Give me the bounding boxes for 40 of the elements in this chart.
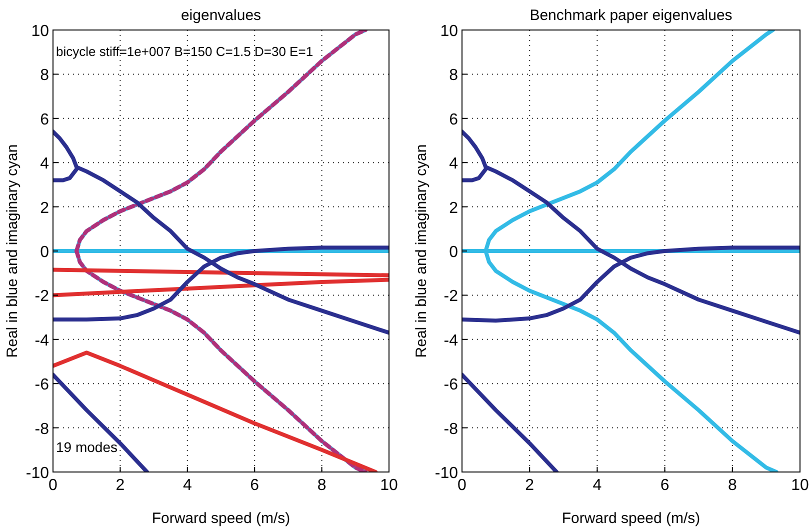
y-tick-label: 2 <box>40 200 50 217</box>
x-axis-title: Forward speed (m/s) <box>562 510 700 527</box>
y-tick-label: 2 <box>449 200 458 217</box>
y-tick-label: -8 <box>444 420 458 438</box>
y-tick-label: -10 <box>26 465 50 482</box>
y-tick-label: 10 <box>31 23 50 40</box>
y-axis-title: Real in blue and imaginary cyan <box>413 144 430 358</box>
x-tick-label: 10 <box>791 477 809 494</box>
x-tick-label: 8 <box>728 477 737 494</box>
x-tick-label: 4 <box>182 477 192 494</box>
y-tick-label: -10 <box>434 465 458 482</box>
x-tick-label: 6 <box>660 477 670 494</box>
x-tick-label: 6 <box>250 477 260 494</box>
y-tick-label: 8 <box>40 67 50 84</box>
y-tick-label: -4 <box>444 332 458 350</box>
y-tick-label: -6 <box>34 376 50 394</box>
y-tick-label: 10 <box>440 23 458 40</box>
y-tick-label: -4 <box>34 332 50 350</box>
chart-title: eigenvalues <box>180 7 262 24</box>
y-tick-label: -2 <box>34 288 50 306</box>
y-tick-label: 0 <box>40 244 50 261</box>
y-tick-label: -8 <box>34 420 50 438</box>
y-axis-title: Real in blue and imaginary cyan <box>4 144 21 358</box>
y-tick-label: 6 <box>40 111 50 128</box>
y-tick-label: -6 <box>444 376 458 394</box>
chart-title: Benchmark paper eigenvalues <box>530 7 732 24</box>
y-tick-label: 4 <box>449 156 458 173</box>
x-tick-label: 10 <box>380 477 398 494</box>
annotation: bicycle stiff=1e+007 B=150 C=1.5 D=30 E=1 <box>56 44 314 59</box>
y-tick-label: 8 <box>449 67 458 84</box>
x-tick-label: 2 <box>525 477 534 494</box>
x-tick-label: 4 <box>592 477 602 494</box>
y-tick-label: 0 <box>449 244 458 261</box>
x-axis-title: Forward speed (m/s) <box>152 510 290 527</box>
y-tick-label: -2 <box>444 288 458 306</box>
x-tick-label: 2 <box>116 477 125 494</box>
annotation: 19 modes <box>56 439 118 455</box>
y-tick-label: 4 <box>40 156 50 173</box>
y-tick-label: 6 <box>449 111 458 128</box>
x-tick-label: 8 <box>317 477 326 494</box>
